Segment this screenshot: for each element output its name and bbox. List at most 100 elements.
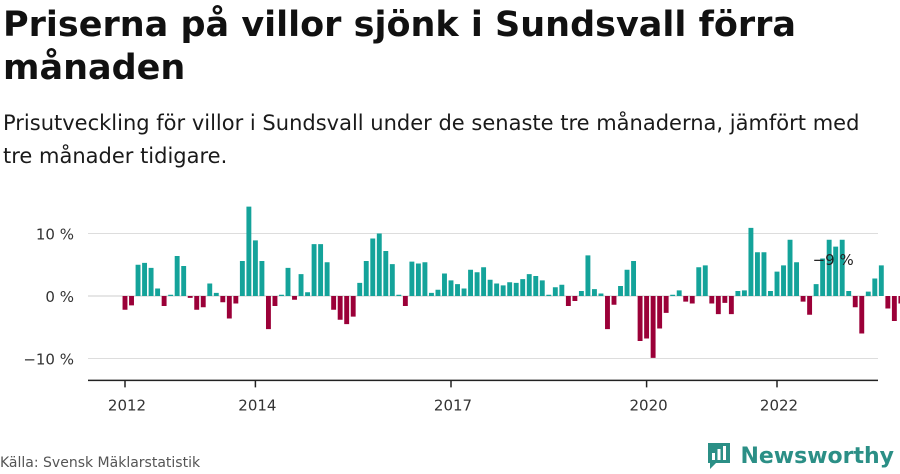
bar (546, 294, 552, 296)
newsworthy-logo-icon (708, 443, 731, 469)
bar (513, 282, 519, 296)
bar (800, 296, 806, 302)
bar (129, 296, 134, 306)
bar (585, 255, 591, 296)
chart-subtitle: Prisutveckling för villor i Sundsvall un… (3, 111, 860, 168)
bar (689, 296, 695, 304)
bar (155, 288, 161, 296)
bar (728, 296, 734, 315)
bar (383, 251, 389, 296)
bar (422, 262, 428, 296)
bar (246, 206, 252, 296)
bar (461, 288, 467, 296)
bar (168, 294, 174, 296)
bar (520, 279, 526, 296)
bar (624, 269, 630, 296)
x-tick-label: 2020 (630, 396, 668, 414)
bar (122, 296, 128, 310)
bar (350, 296, 356, 317)
bar (709, 296, 715, 304)
bar (285, 267, 291, 296)
bar (494, 283, 500, 296)
bar (559, 284, 565, 296)
bar (676, 290, 682, 296)
bar (611, 296, 617, 305)
data-label-last: −9 % (813, 251, 854, 269)
x-tick-label: 2017 (434, 396, 472, 414)
bar (807, 296, 813, 315)
bar (233, 296, 239, 304)
bar (526, 274, 532, 296)
bar (311, 244, 317, 296)
bar (181, 266, 187, 296)
bar (898, 296, 900, 304)
bar (448, 280, 454, 296)
bar (200, 296, 206, 308)
bar (507, 282, 513, 296)
bar (389, 264, 395, 296)
bar (533, 276, 539, 296)
bar (787, 239, 793, 296)
bar (174, 256, 180, 296)
bar (539, 280, 545, 296)
bar (891, 296, 897, 321)
bar (428, 292, 434, 296)
bar (474, 272, 480, 296)
bar (305, 292, 311, 296)
bar (591, 289, 597, 296)
bar (794, 262, 800, 296)
bar (318, 244, 324, 296)
x-tick-label: 2012 (108, 396, 146, 414)
bar (363, 261, 369, 296)
bar (663, 296, 669, 313)
bar (696, 267, 702, 296)
bar (813, 284, 819, 296)
bar (226, 296, 232, 319)
bar (565, 296, 571, 306)
bar (670, 294, 676, 296)
bar (292, 296, 297, 300)
bar (500, 285, 506, 296)
y-tick-label: 0 % (45, 288, 74, 306)
brand-logo[interactable]: Newsworthy (706, 441, 894, 471)
bar (279, 294, 284, 296)
bar (631, 261, 637, 296)
bar (644, 296, 650, 339)
bar (142, 262, 148, 296)
bar (370, 238, 376, 296)
bar (442, 273, 447, 296)
y-tick-label: −10 % (23, 351, 74, 369)
bar (865, 291, 871, 296)
bar (194, 296, 200, 310)
bar (376, 233, 382, 296)
bar (207, 283, 213, 296)
bar (650, 296, 656, 358)
bar (455, 284, 460, 296)
bar (572, 296, 578, 301)
bar (748, 227, 754, 296)
bar (409, 261, 415, 296)
bar (298, 274, 304, 296)
bar (161, 296, 167, 306)
bar (846, 291, 852, 296)
bar (265, 296, 271, 330)
bar (344, 296, 350, 325)
bar (220, 296, 226, 303)
bar (839, 239, 845, 296)
bar (820, 258, 826, 296)
bar (468, 269, 474, 296)
source-note: Källa: Svensk Mäklarstatistik (0, 455, 201, 471)
bar (781, 265, 786, 296)
bar (885, 296, 891, 309)
bar (578, 291, 584, 296)
bar (774, 271, 780, 296)
bar (826, 239, 832, 296)
bar (331, 296, 337, 310)
bar (722, 296, 728, 303)
bar (657, 296, 663, 329)
bar (239, 261, 245, 296)
bar (715, 296, 721, 315)
bar (337, 296, 343, 320)
bar (768, 291, 773, 296)
